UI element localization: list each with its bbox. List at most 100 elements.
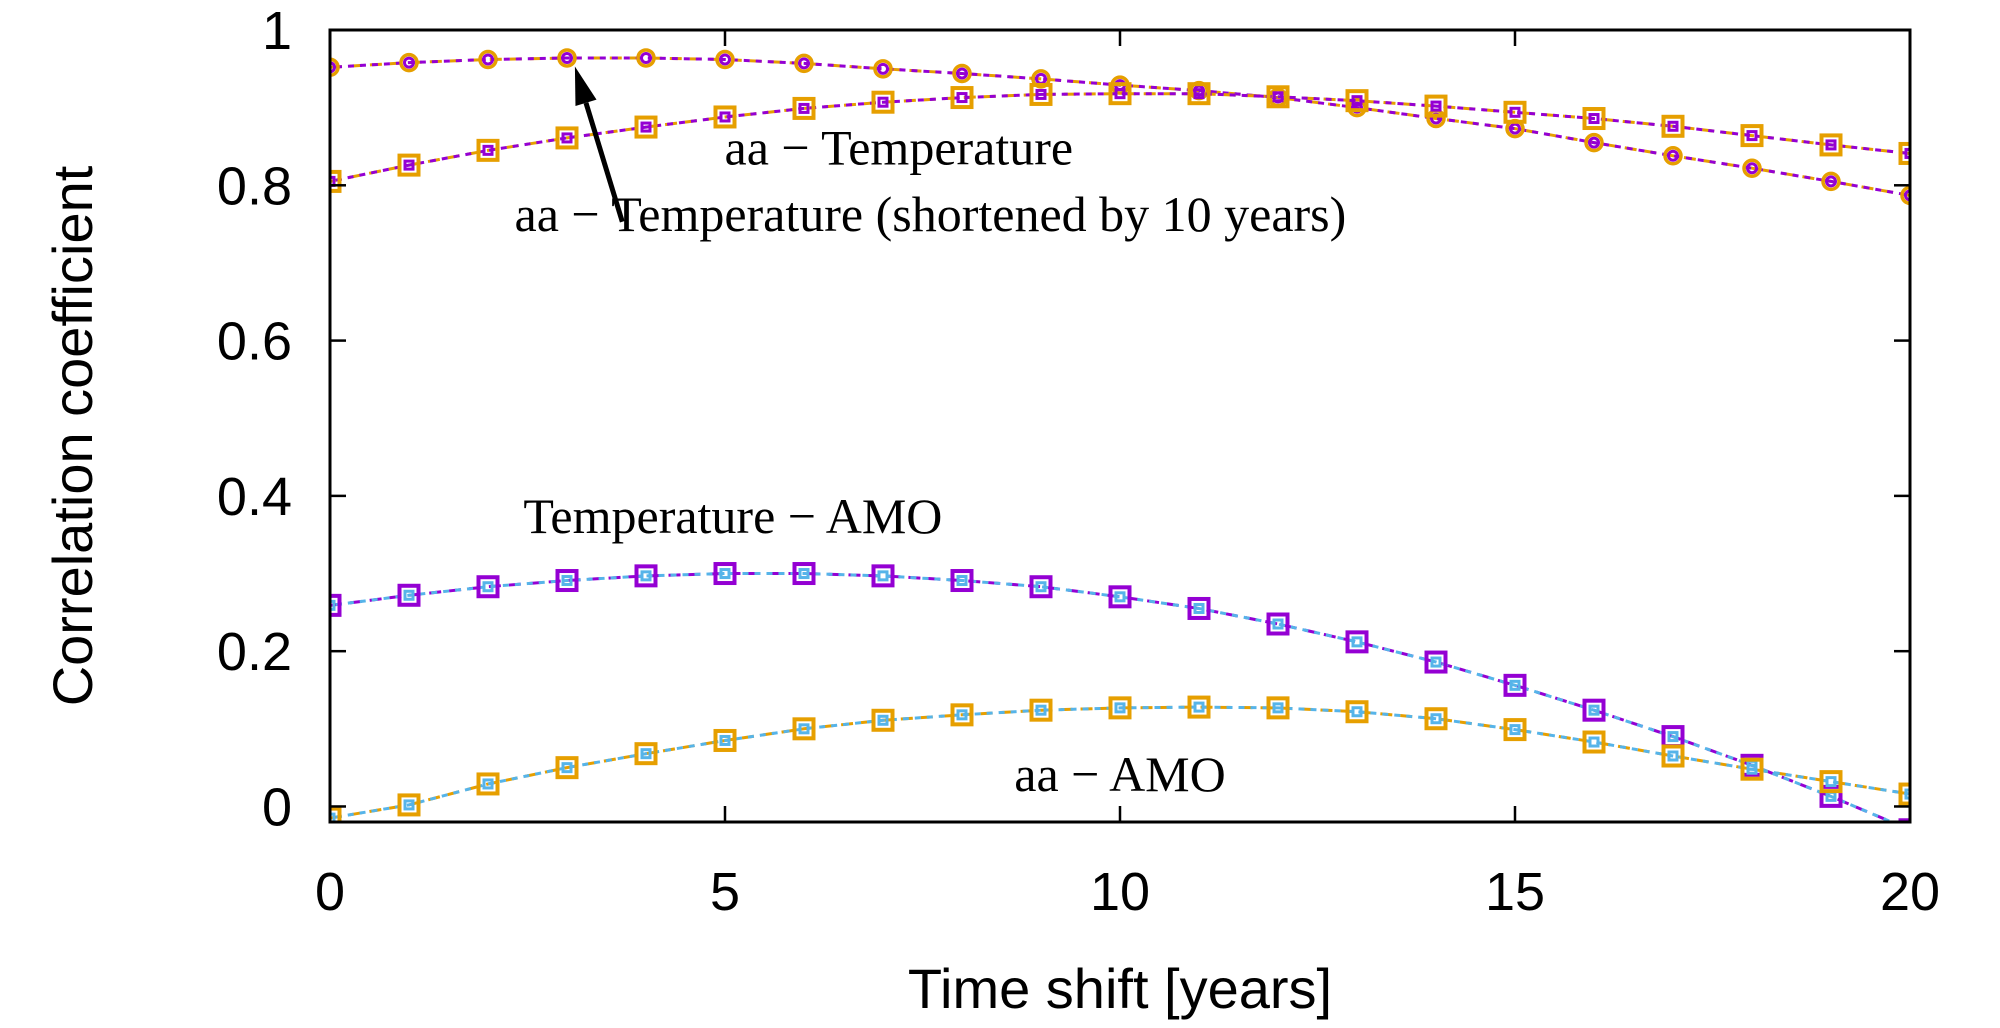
data-point-inner (719, 734, 731, 746)
data-point (713, 562, 737, 586)
series-line-3-b (330, 705, 1910, 820)
data-point (1424, 94, 1448, 118)
data-point (1345, 630, 1369, 654)
data-point-inner (1430, 100, 1442, 112)
data-point (478, 49, 498, 70)
data-point-inner (1430, 713, 1442, 725)
data-point-inner (561, 51, 573, 64)
data-point (1740, 757, 1764, 781)
data-point (555, 126, 579, 150)
data-point-inner (1509, 122, 1521, 135)
data-point (397, 793, 421, 817)
data-point-inner (1114, 591, 1126, 603)
annotation-arrow-shaft (583, 102, 625, 223)
data-point-inner (1825, 776, 1837, 788)
data-point-inner (956, 92, 968, 104)
annotation-label-1: aa − Temperature (shortened by 10 years) (515, 186, 1347, 242)
annotation-label-2: Temperature − AMO (523, 488, 942, 544)
data-point (1424, 707, 1448, 731)
data-point-inner (1272, 91, 1284, 103)
data-point-inner (798, 568, 810, 580)
y-tick-label: 1 (262, 1, 292, 61)
data-point-inner (1351, 636, 1363, 648)
data-point-inner (956, 709, 968, 721)
data-point (1584, 132, 1604, 153)
data-point-inner (330, 599, 336, 611)
data-point (713, 728, 737, 752)
data-point-inner (956, 575, 968, 587)
data-point-inner (877, 570, 889, 582)
data-point-inner (640, 748, 652, 760)
data-point (476, 772, 500, 796)
data-point-inner (1035, 581, 1047, 593)
data-point (1345, 700, 1369, 724)
data-point-inner (1114, 88, 1126, 100)
data-point (636, 48, 656, 68)
y-axis-title: Correlation coefficient (41, 165, 104, 706)
data-point (1108, 82, 1132, 106)
data-point (1661, 744, 1685, 768)
series-layer (330, 48, 1910, 822)
y-tick-label: 0 (262, 777, 292, 837)
annotation-label-3: aa − AMO (1014, 746, 1226, 802)
data-point-inner (1509, 106, 1521, 118)
data-point (1029, 698, 1053, 722)
data-point (1503, 673, 1527, 697)
data-point (1266, 85, 1290, 109)
data-point (1266, 612, 1290, 636)
data-point-inner (1588, 736, 1600, 748)
data-point (1029, 82, 1053, 106)
data-point-inner (1904, 147, 1910, 159)
data-point-inner (482, 581, 494, 593)
annotation-layer: aa − Temperature aa − Temperature (shorte… (515, 66, 1347, 802)
y-tick-label: 0.2 (217, 622, 292, 682)
data-point (1503, 100, 1527, 124)
data-point (950, 86, 974, 110)
data-point (873, 59, 893, 79)
data-point (1424, 650, 1448, 674)
data-point (330, 806, 342, 822)
data-point-inner (1035, 88, 1047, 100)
data-point (397, 583, 421, 607)
series-line-2-a (330, 572, 1896, 822)
data-point (1821, 171, 1841, 192)
data-point-inner (640, 121, 652, 133)
data-point-inner (719, 568, 731, 580)
data-point (555, 569, 579, 593)
data-point (871, 564, 895, 588)
data-point-inner (1825, 175, 1837, 188)
data-point (1742, 158, 1762, 178)
data-point-inner (1667, 731, 1679, 743)
annotation-arrow-head (574, 66, 597, 107)
data-point-inner (877, 96, 889, 108)
data-point-inner (1904, 788, 1910, 800)
data-point-inner (482, 778, 494, 790)
data-point (1898, 141, 1910, 165)
y-tick-label: 0.4 (217, 467, 292, 527)
data-point-inner (1035, 704, 1047, 716)
data-point (1266, 696, 1290, 720)
data-point (1582, 698, 1606, 722)
data-point-inner (719, 53, 731, 66)
data-point (1029, 575, 1053, 599)
data-point-inner (1272, 702, 1284, 714)
data-point-inner (1193, 602, 1205, 614)
data-point (399, 52, 419, 73)
data-point (1108, 696, 1132, 720)
data-point (1187, 695, 1211, 719)
data-point-inner (561, 762, 573, 774)
data-point-inner (1509, 679, 1521, 691)
data-point (871, 708, 895, 732)
data-point-inner (956, 67, 968, 80)
series-2 (330, 562, 1910, 822)
data-point (950, 569, 974, 593)
data-point-inner (877, 714, 889, 726)
data-point-inner (640, 51, 652, 64)
data-point-inner (798, 723, 810, 735)
data-point-inner (640, 570, 652, 582)
data-point-inner (798, 102, 810, 114)
data-point (634, 115, 658, 139)
data-point (557, 48, 577, 68)
data-point (871, 90, 895, 114)
data-point-inner (1351, 706, 1363, 718)
